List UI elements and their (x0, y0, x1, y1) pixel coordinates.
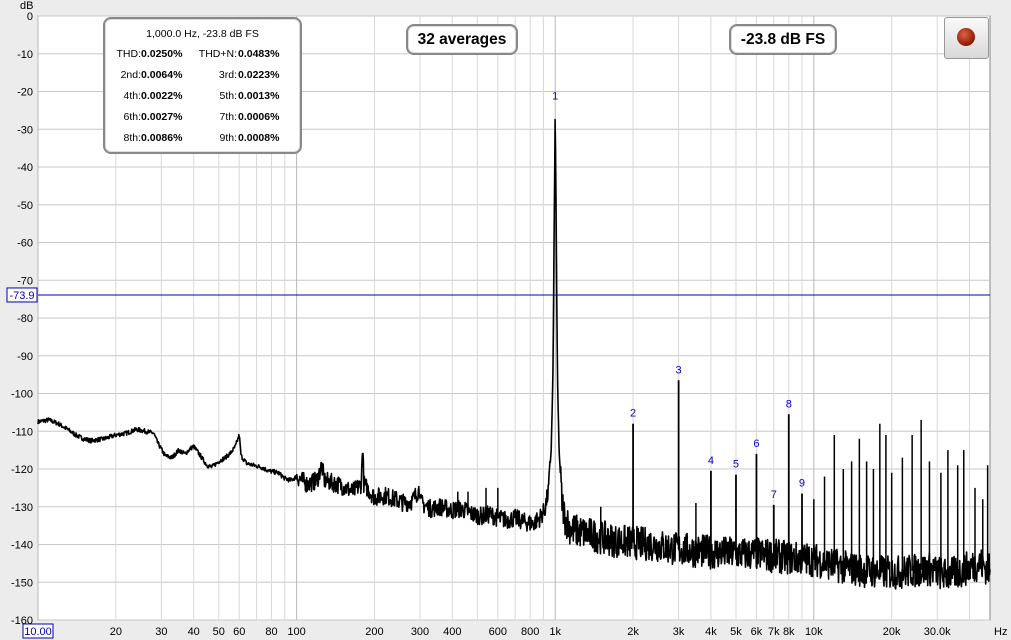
x-start-label: 10.00 (24, 626, 52, 638)
stats-row: 2nd: 0.0064% 3rd: 0.0223% (105, 69, 300, 83)
y-tick-label: -50 (17, 200, 33, 212)
stats-label: 6th: (123, 111, 141, 123)
y-tick-label: -140 (11, 540, 33, 552)
harmonic-markers: 1 2 3 4 5 6 7 8 9 (552, 91, 805, 501)
record-button[interactable] (944, 17, 989, 59)
y-tick-label: -130 (11, 502, 33, 514)
stats-title: 1,000.0 Hz, -23.8 dB FS (146, 28, 259, 40)
x-tick-label: 60 (233, 626, 245, 638)
y-axis-label: dB (20, 0, 33, 12)
y-tick-label: -90 (17, 351, 33, 363)
harmonic-label: 9 (799, 478, 805, 490)
stats-label: 4th: (123, 90, 141, 102)
stats-row: THD: 0.0250% THD+N: 0.0483% (105, 48, 300, 62)
stats-label: THD: (116, 48, 142, 60)
averages-badge: 32 averages (406, 24, 518, 55)
y-tick-label: -60 (17, 238, 33, 250)
x-tick-label: 2k (627, 626, 639, 638)
harmonic-label: 1 (552, 91, 558, 103)
x-tick-label: 30.0k (924, 626, 951, 638)
stats-label: 7th: (219, 111, 237, 123)
x-axis: 20 30 40 50 60 80 100 200 300 400 600 800 1k 2k 3k 4k 5k… (110, 626, 951, 638)
y-tick-label: -100 (11, 389, 33, 401)
harmonic-label: 3 (676, 364, 682, 376)
x-start-field[interactable]: 10.00 (22, 623, 54, 639)
stats-label: 3rd: (218, 69, 237, 81)
x-tick-label: 8k (783, 626, 795, 638)
spectrum-trace (37, 118, 991, 590)
level-cursor[interactable]: -73.9 (6, 287, 990, 303)
stats-label: 5th: (219, 90, 237, 102)
y-tick-label: -20 (17, 87, 33, 99)
x-tick-label: 20k (883, 626, 901, 638)
x-tick-label: 50 (213, 626, 225, 638)
stats-label: THD+N: (198, 48, 237, 60)
stats-value: 0.0008% (238, 132, 280, 144)
stats-label: 9th: (219, 132, 237, 144)
harmonic-label: 6 (753, 438, 759, 450)
x-tick-label: 100 (287, 626, 305, 638)
stats-label: 2nd: (120, 69, 141, 81)
x-tick-label: 30 (155, 626, 167, 638)
harmonic-label: 8 (786, 398, 792, 410)
averages-text: 32 averages (417, 31, 507, 48)
x-tick-label: 200 (365, 626, 383, 638)
stats-value: 0.0086% (141, 132, 183, 144)
x-tick-label: 300 (411, 626, 429, 638)
y-tick-label: -80 (17, 313, 33, 325)
x-tick-label: 600 (489, 626, 507, 638)
record-icon (957, 28, 975, 46)
stats-value: 0.0022% (141, 90, 183, 102)
stats-row: 6th: 0.0027% 7th: 0.0006% (105, 111, 300, 125)
harmonic-label: 5 (733, 459, 739, 471)
x-tick-label: 5k (730, 626, 742, 638)
x-tick-label: 40 (188, 626, 200, 638)
x-tick-label: 1k (549, 626, 561, 638)
x-tick-label: 80 (265, 626, 277, 638)
stats-row: 8th: 0.0086% 9th: 0.0008% (105, 132, 300, 146)
y-tick-label: -40 (17, 162, 33, 174)
y-tick-label: -110 (12, 426, 33, 438)
x-tick-label: 10k (805, 626, 823, 638)
x-tick-label: 20 (110, 626, 122, 638)
x-tick-label: 800 (521, 626, 539, 638)
stats-value: 0.0223% (238, 69, 280, 81)
grid-lines (37, 15, 990, 621)
x-axis-label: Hz (994, 626, 1007, 638)
stats-value: 0.0013% (238, 90, 280, 102)
x-tick-label: 400 (443, 626, 461, 638)
y-axis: 0 -10 -20 -30 -40 -50 -60 -70 -80 -90 -100 -110 -120… (11, 11, 33, 627)
stats-row: 4th: 0.0022% 5th: 0.0013% (105, 90, 300, 104)
y-tick-label: -70 (17, 275, 33, 287)
stats-value: 0.0064% (141, 69, 183, 81)
stats-value: 0.0250% (141, 48, 183, 60)
x-tick-label: 7k (768, 626, 780, 638)
harmonic-label: 7 (771, 489, 777, 501)
y-tick-label: -120 (11, 464, 33, 476)
distortion-stats-panel: 1,000.0 Hz, -23.8 dB FS THD: 0.0250% THD+N… (103, 17, 302, 154)
y-tick-label: -10 (17, 49, 33, 61)
level-text: -23.8 dB FS (740, 31, 826, 48)
y-tick-label: -30 (17, 124, 33, 136)
stats-value: 0.0006% (238, 111, 280, 123)
cursor-label: -73.9 (9, 290, 34, 302)
stats-label: 8th: (123, 132, 141, 144)
x-tick-label: 4k (705, 626, 717, 638)
harmonic-label: 4 (708, 455, 714, 467)
cursor-label-box (6, 287, 38, 303)
stats-value: 0.0027% (141, 111, 183, 123)
stats-value: 0.0483% (238, 48, 280, 60)
x-tick-label: 6k (751, 626, 763, 638)
harmonic-label: 2 (630, 408, 636, 420)
x-tick-label: 3k (673, 626, 685, 638)
y-tick-label: -150 (11, 577, 33, 589)
y-tick-label: 0 (27, 11, 33, 23)
x-start-box (22, 623, 54, 639)
level-badge: -23.8 dB FS (729, 24, 837, 55)
